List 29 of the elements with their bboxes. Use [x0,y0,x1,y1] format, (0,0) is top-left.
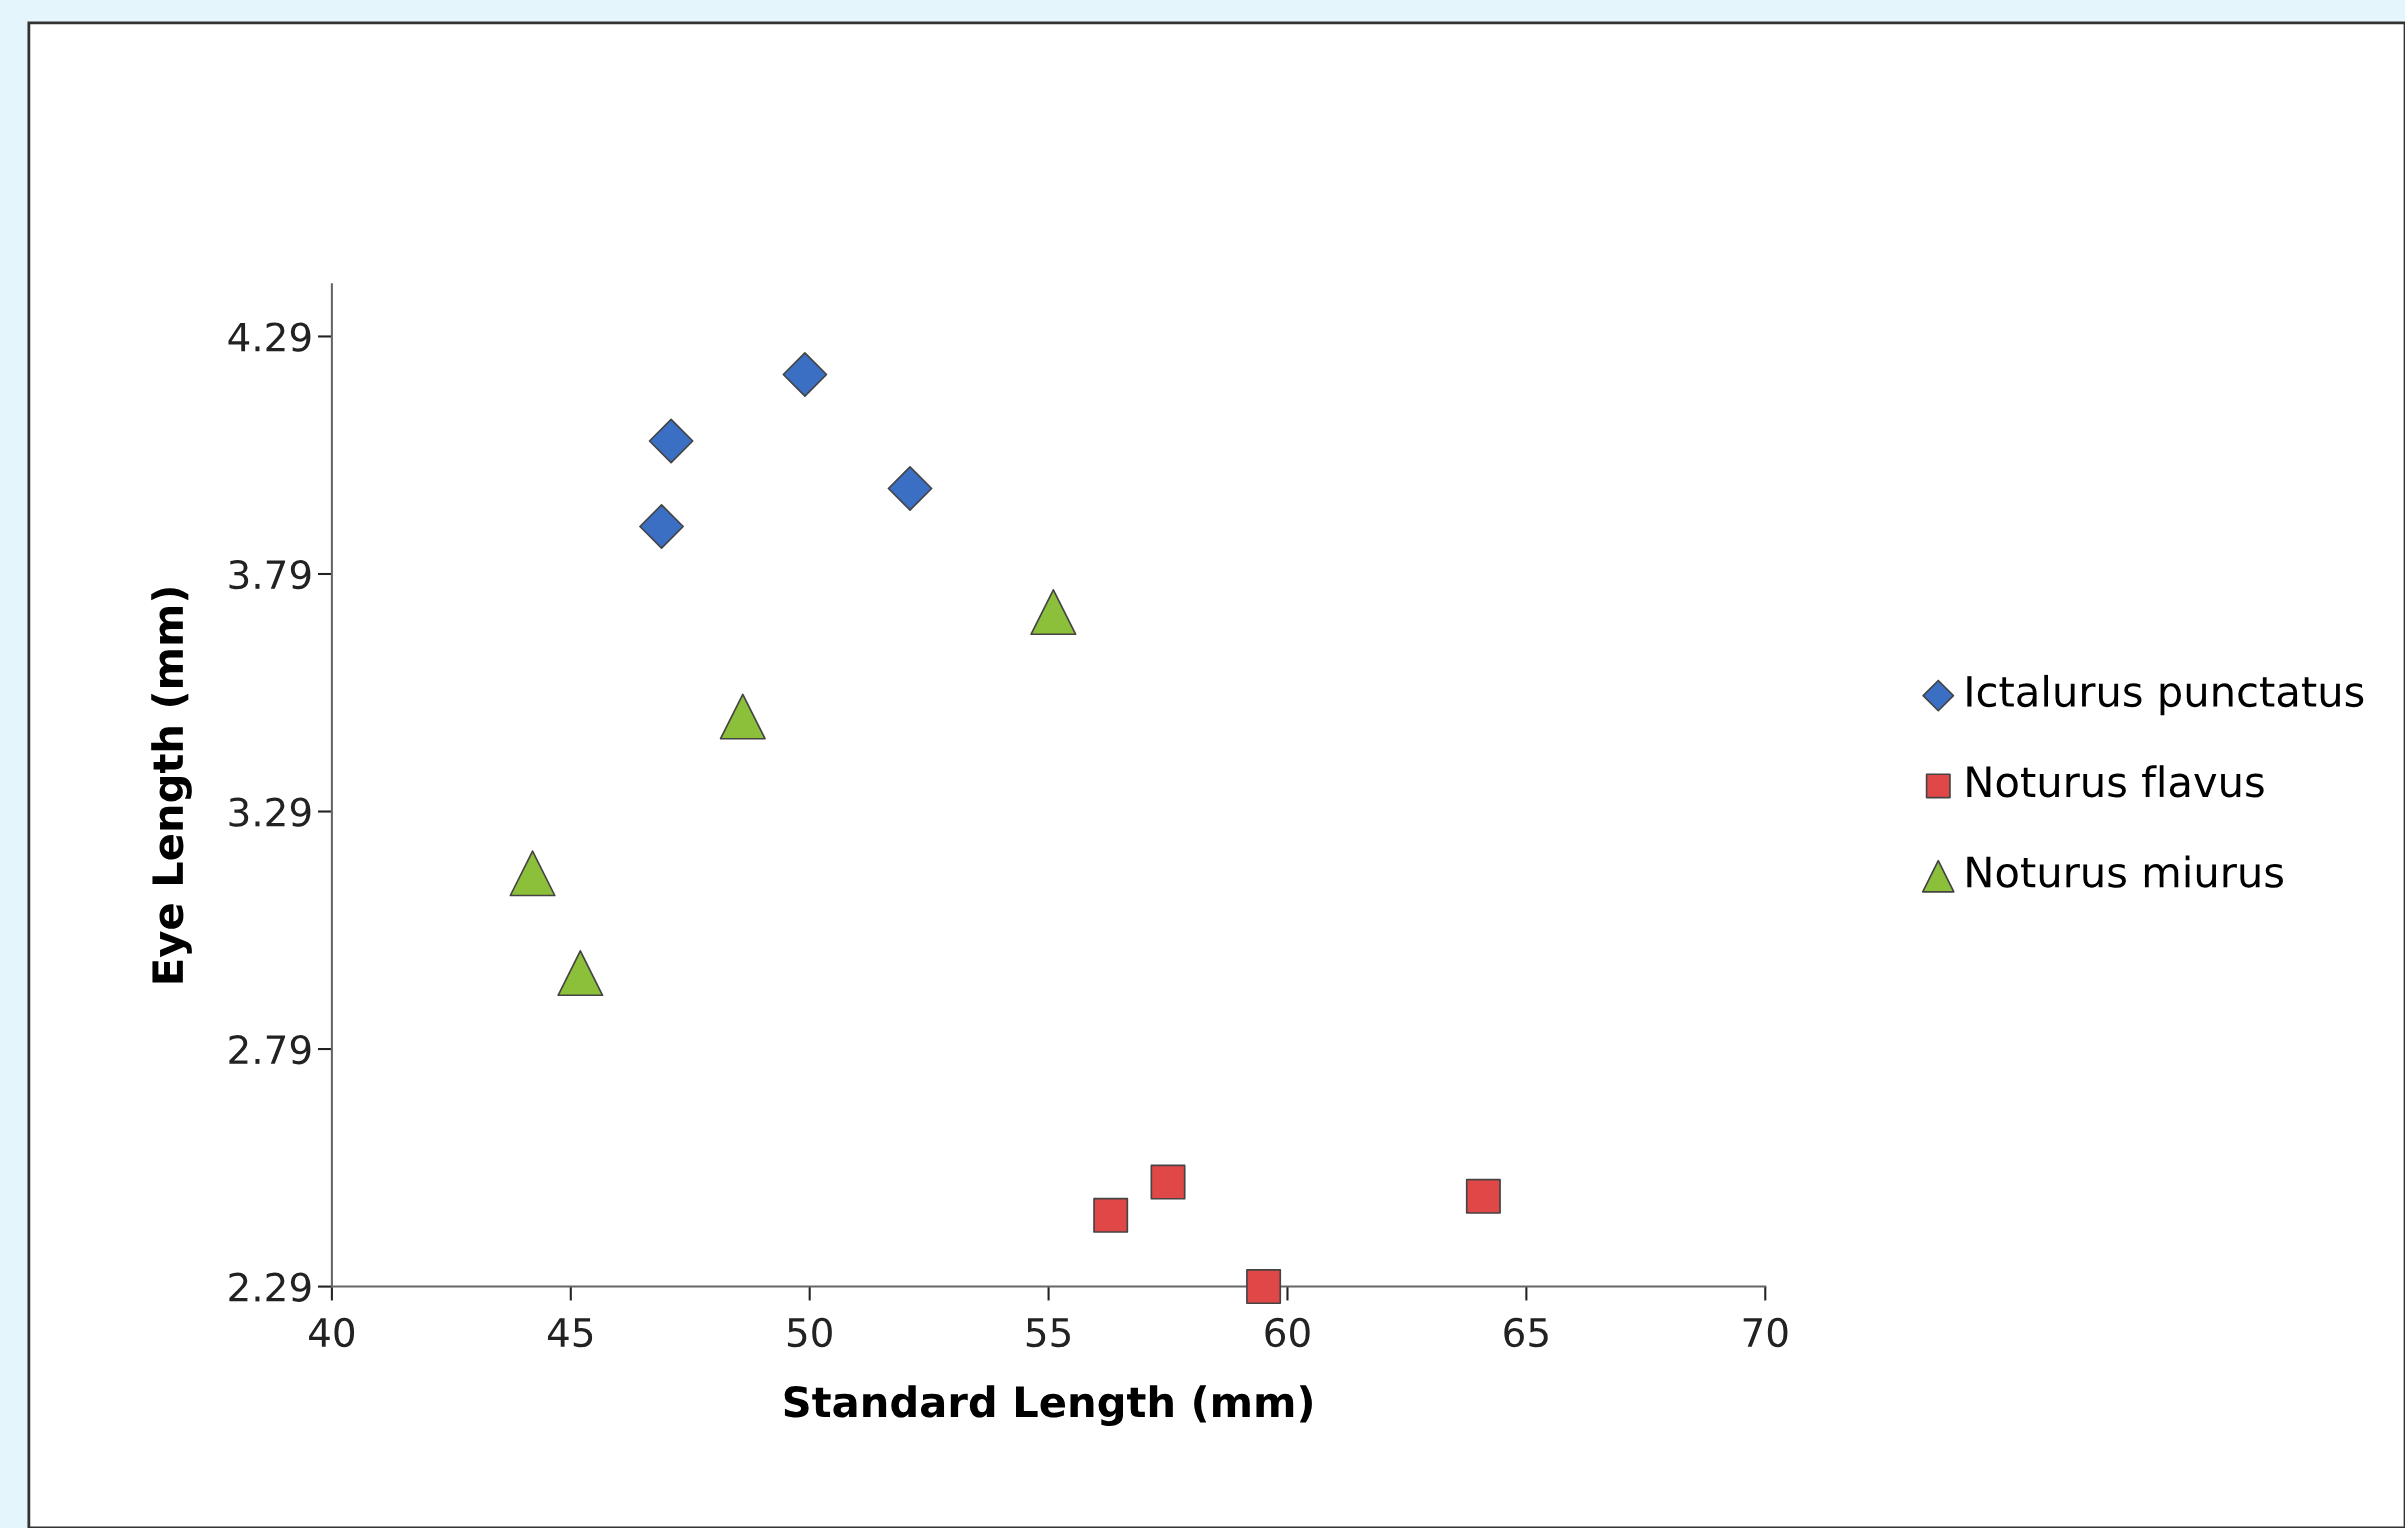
point [639,504,685,549]
x-tick-label: 60 [1265,1317,1310,1348]
y-axis-title: Eye Length (mm) [151,588,192,983]
point [648,418,694,464]
legend-label: Noturus miurus [1967,855,2283,888]
x-tick-label: 45 [547,1318,593,1348]
x-axis-title: Standard Length (mm) [784,1385,1312,1426]
legend-label: Ictalurus punctatus [1967,674,2364,716]
point [1246,1269,1282,1305]
point [887,466,933,511]
point [509,850,556,897]
y-tick-label: 2.79 [229,1034,311,1065]
y-tick-label: 3.79 [229,559,311,590]
point [557,949,604,997]
y-tick-label: 2.29 [229,1272,311,1302]
point [782,352,828,397]
x-tick-label: 65 [1504,1317,1548,1348]
point [1150,1164,1186,1200]
point [1465,1178,1501,1214]
x-tick-label: 55 [1026,1318,1070,1348]
x-tick-label: 40 [309,1317,355,1348]
point [1030,588,1077,636]
point [1093,1197,1129,1233]
y-tick-label: 4.29 [228,322,311,352]
x-tick-label: 50 [787,1317,832,1348]
x-tick-label: 70 [1743,1317,1788,1348]
legend-label: Noturus flavus [1967,765,2264,798]
y-tick-label: 3.29 [229,797,311,827]
point [719,693,766,740]
